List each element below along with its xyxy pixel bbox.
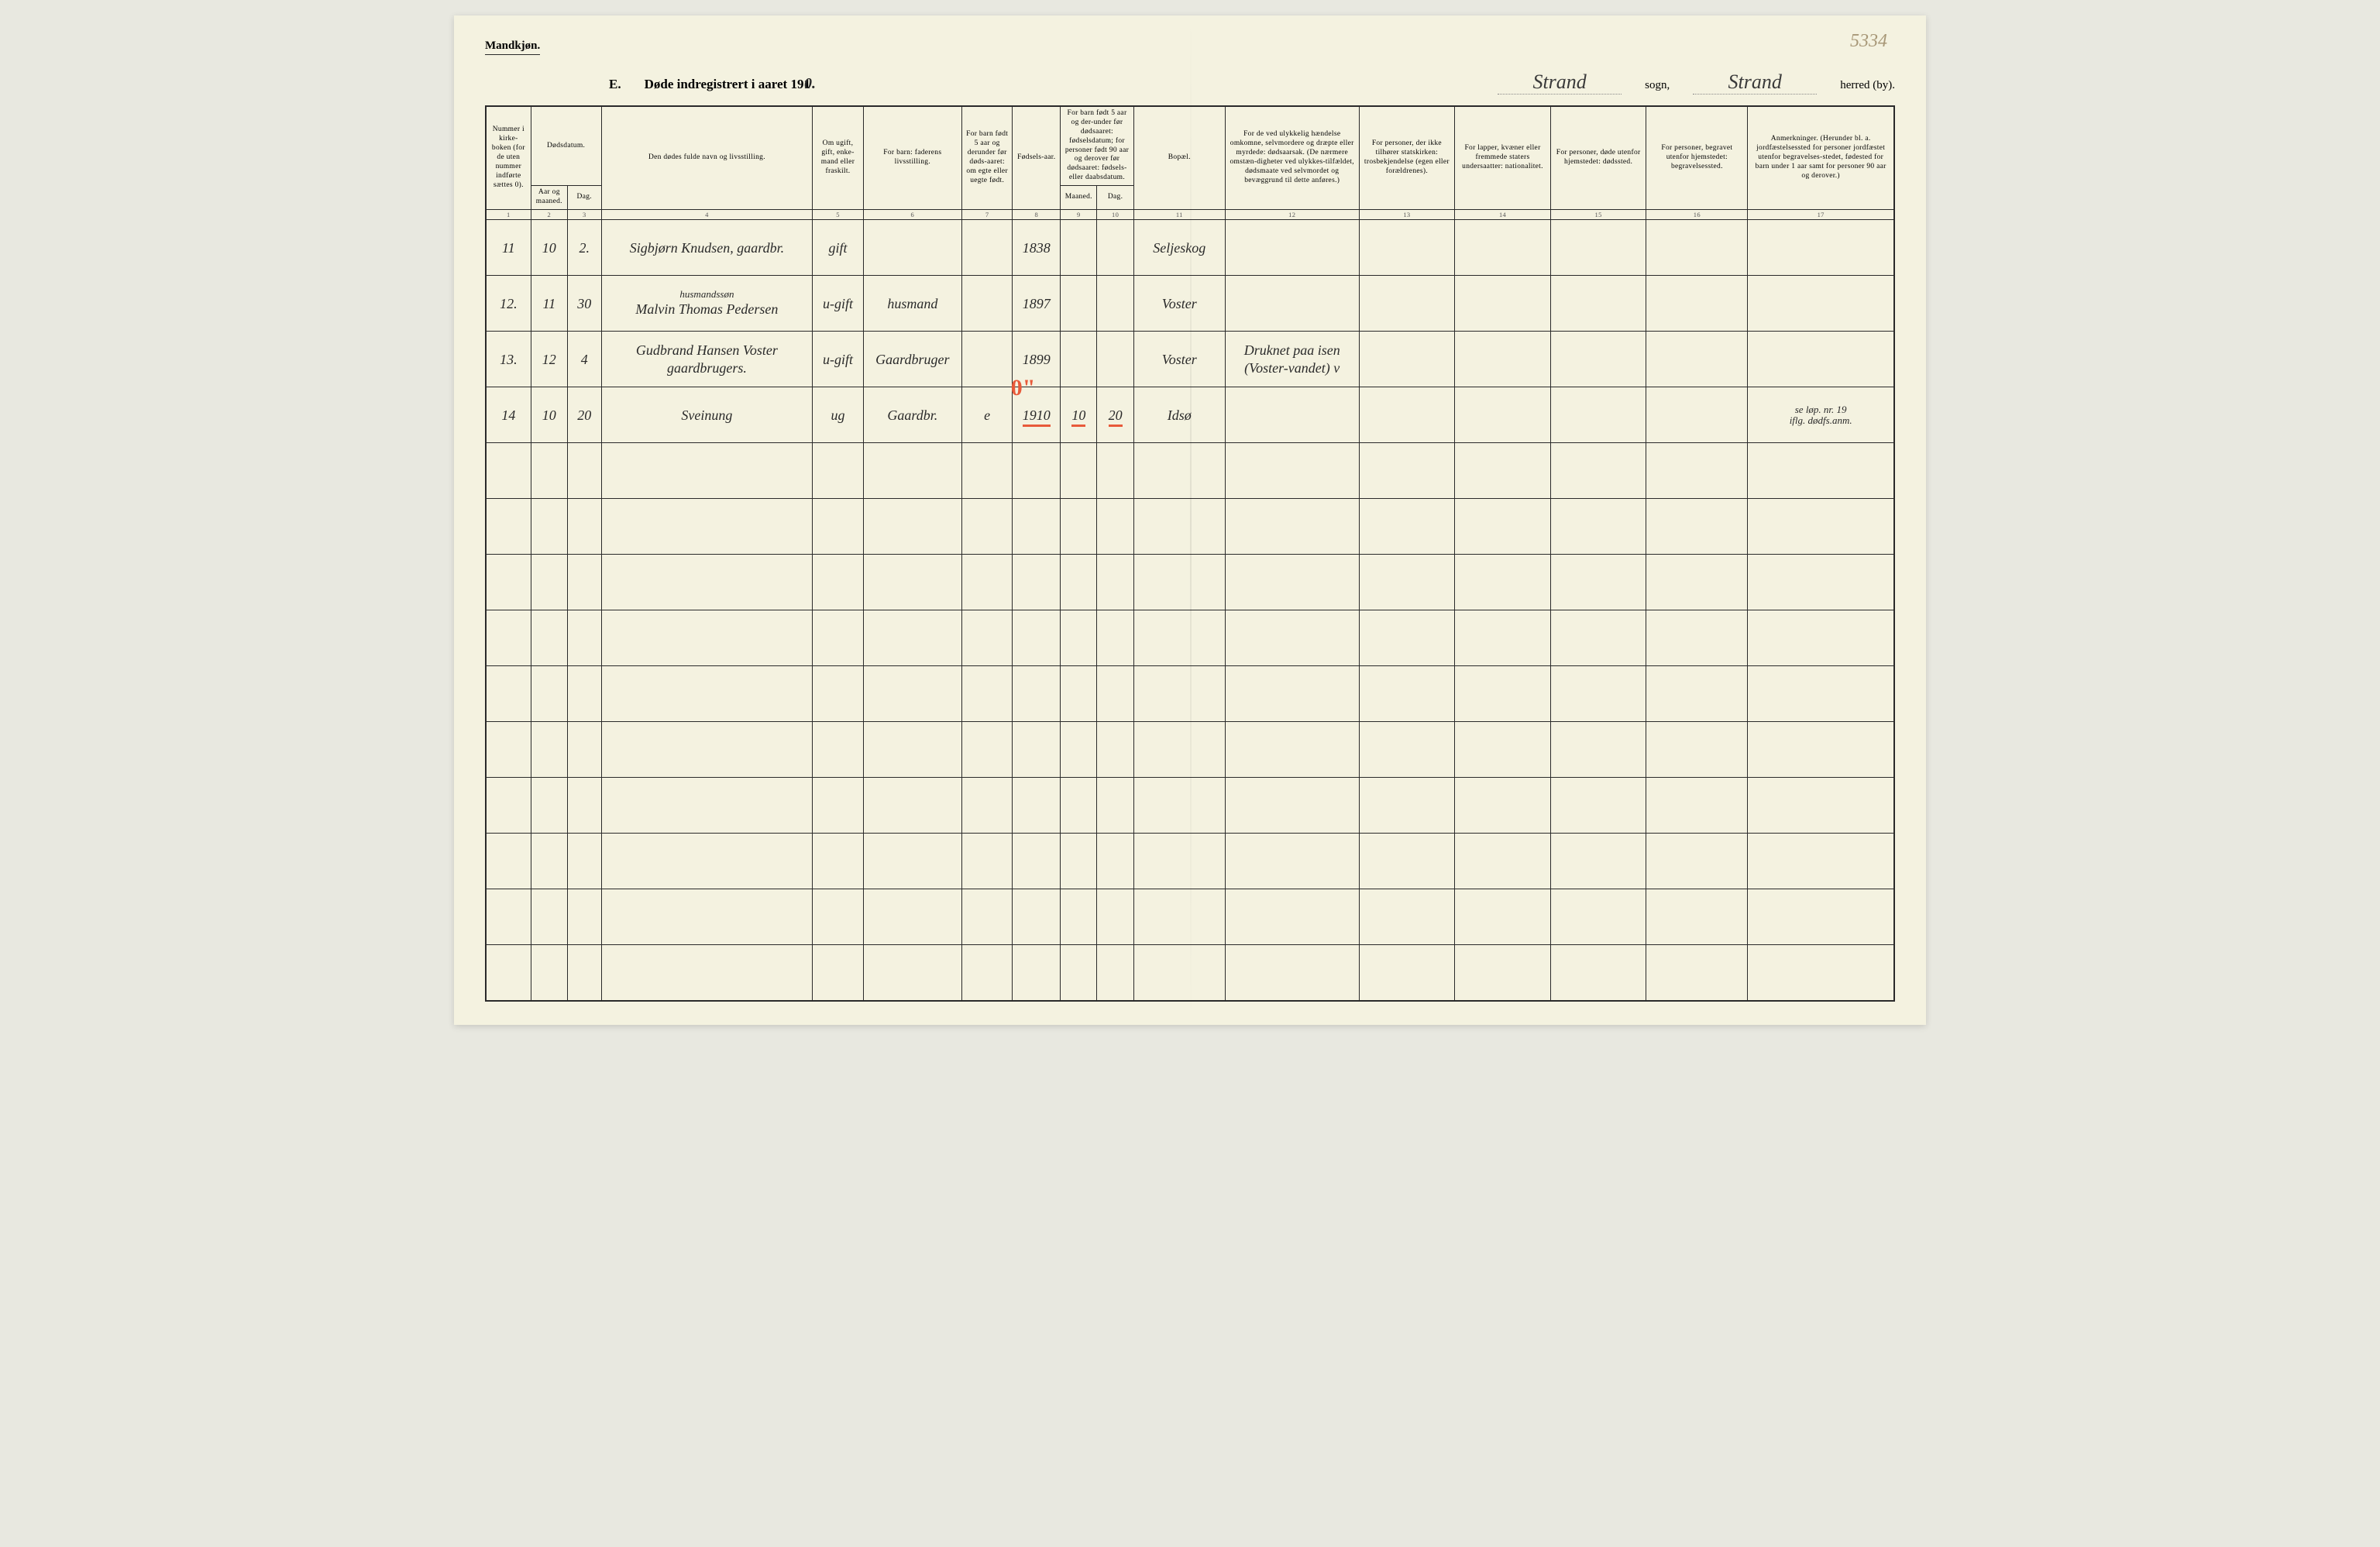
gender-heading: Mandkjøn.	[485, 40, 540, 55]
cell-status: ug	[813, 387, 863, 443]
red-annotation: 0"	[1011, 373, 1036, 403]
cell-father	[863, 220, 961, 276]
col-header: For personer, der ikke tilhører statskir…	[1359, 106, 1455, 209]
col-subheader: Dag.	[567, 186, 601, 210]
cell-name: Sigbjørn Knudsen, gaardbr.	[601, 220, 813, 276]
cell-num: 12.	[486, 276, 531, 332]
col-header: For barn: faderens livsstilling.	[863, 106, 961, 209]
cell-notes	[1748, 332, 1894, 387]
cell-birthyear: 1897	[1013, 276, 1061, 332]
cell-cause	[1225, 387, 1359, 443]
cell-legit	[961, 220, 1012, 276]
cell-bmonth	[1061, 332, 1097, 387]
cell-bmonth	[1061, 276, 1097, 332]
cell-day: 2.	[567, 220, 601, 276]
cell-notes: se løp. nr. 19 iflg. dødfs.anm.	[1748, 387, 1894, 443]
cell-father: husmand	[863, 276, 961, 332]
cell-day: 20	[567, 387, 601, 443]
title-text: Døde indregistrert i aaret 1910.	[645, 75, 816, 93]
cell-notes	[1748, 220, 1894, 276]
sogn-value: Strand	[1498, 70, 1622, 95]
cell-bday	[1097, 332, 1133, 387]
page-number-corner: 5334	[1850, 31, 1887, 52]
cell-bopael: Voster	[1133, 332, 1225, 387]
book-spine	[1190, 15, 1192, 1025]
col-subheader: Maaned.	[1061, 186, 1097, 210]
cell-num: 11	[486, 220, 531, 276]
cell-father: Gaardbruger	[863, 332, 961, 387]
col-header: Om ugift, gift, enke-mand eller fraskilt…	[813, 106, 863, 209]
cell-name: Sveinung	[601, 387, 813, 443]
cell-legit	[961, 276, 1012, 332]
col-header: For de ved ulykkelig hændelse omkomne, s…	[1225, 106, 1359, 209]
cell-day: 4	[567, 332, 601, 387]
cell-bmonth: 10	[1061, 387, 1097, 443]
cell-bopael: Idsø	[1133, 387, 1225, 443]
cell-status: gift	[813, 220, 863, 276]
herred-value: Strand	[1693, 70, 1817, 95]
col-subheader: Aar og maaned.	[531, 186, 567, 210]
col-header: Anmerkninger. (Herunder bl. a. jordfæste…	[1748, 106, 1894, 209]
cell-num: 13.	[486, 332, 531, 387]
col-header: Den dødes fulde navn og livsstilling.	[601, 106, 813, 209]
cell-cause: Druknet paa isen (Voster-vandet) v	[1225, 332, 1359, 387]
col-header: Fødsels-aar.	[1013, 106, 1061, 209]
register-page: 5334 Mandkjøn. E. Døde indregistrert i a…	[454, 15, 1926, 1025]
cell-month: 10	[531, 387, 567, 443]
col-header: For personer, døde utenfor hjemstedet: d…	[1550, 106, 1646, 209]
cell-bmonth	[1061, 220, 1097, 276]
cell-bday: 20	[1097, 387, 1133, 443]
title-row: E. Døde indregistrert i aaret 1910. Stra…	[609, 70, 1895, 95]
cell-status: u-gift	[813, 276, 863, 332]
cell-day: 30	[567, 276, 601, 332]
cell-month: 11	[531, 276, 567, 332]
cell-father: Gaardbr.	[863, 387, 961, 443]
cell-month: 12	[531, 332, 567, 387]
cell-legit	[961, 332, 1012, 387]
cell-num: 14	[486, 387, 531, 443]
col-header: For barn født 5 aar og der-under før død…	[1061, 106, 1134, 186]
col-header: Dødsdatum.	[531, 106, 601, 186]
cell-name: husmandssøn Malvin Thomas Pedersen	[601, 276, 813, 332]
col-header: Nummer i kirke-boken (for de uten nummer…	[486, 106, 531, 209]
title-prefix: E.	[609, 77, 621, 92]
cell-legit: e 0"	[961, 387, 1012, 443]
col-header: For barn født 5 aar og derunder før døds…	[961, 106, 1012, 209]
col-header: Bopæl.	[1133, 106, 1225, 209]
cell-status: u-gift	[813, 332, 863, 387]
cell-name: Gudbrand Hansen Voster gaardbrugers.	[601, 332, 813, 387]
sogn-label: sogn,	[1645, 79, 1670, 92]
herred-label: herred (by).	[1840, 79, 1895, 92]
cell-bopael: Seljeskog	[1133, 220, 1225, 276]
cell-bday	[1097, 276, 1133, 332]
year-handwritten: 0.	[804, 75, 816, 92]
cell-month: 10	[531, 220, 567, 276]
col-header: For lapper, kvæner eller fremmede stater…	[1455, 106, 1551, 209]
cell-notes	[1748, 276, 1894, 332]
col-subheader: Dag.	[1097, 186, 1133, 210]
cell-bday	[1097, 220, 1133, 276]
cell-cause	[1225, 276, 1359, 332]
cell-bopael: Voster	[1133, 276, 1225, 332]
col-header: For personer, begravet utenfor hjemstede…	[1646, 106, 1748, 209]
cell-birthyear: 1838	[1013, 220, 1061, 276]
cell-cause	[1225, 220, 1359, 276]
